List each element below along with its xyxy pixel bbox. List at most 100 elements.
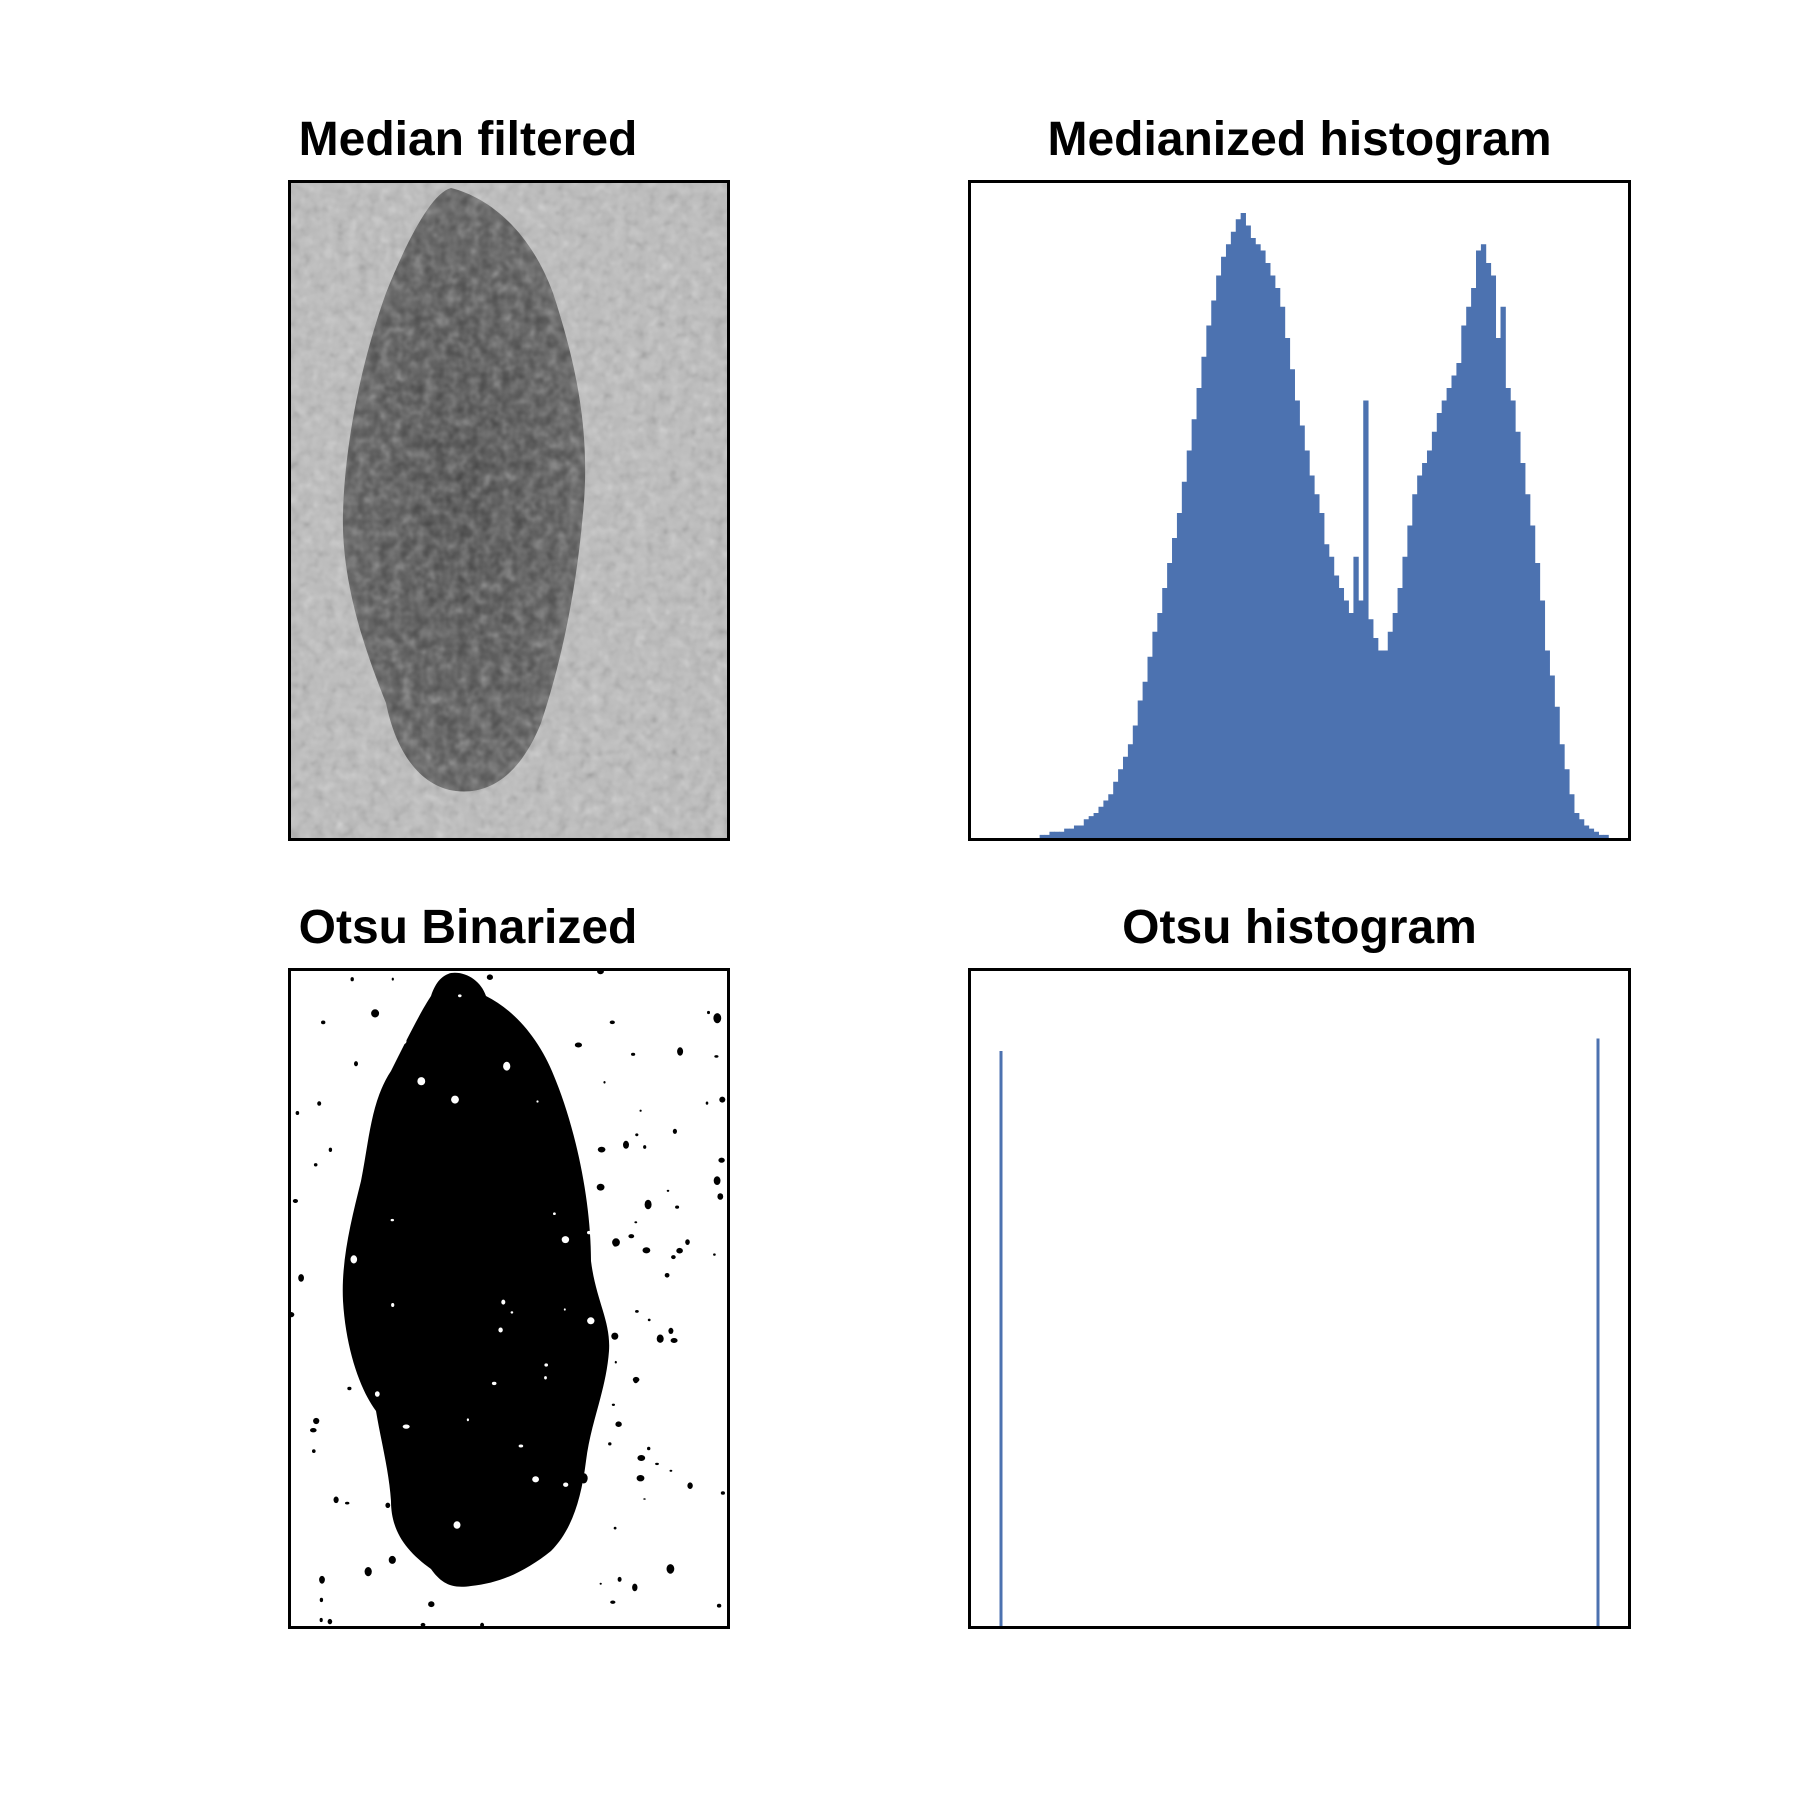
histogram-bar <box>1583 825 1590 838</box>
white-speck <box>399 1037 407 1045</box>
histogram-bar <box>1495 338 1501 838</box>
histogram-bar <box>1064 828 1070 838</box>
black-speck <box>647 1318 651 1322</box>
histogram-bar <box>1304 450 1310 838</box>
histogram-bar <box>1093 813 1099 838</box>
black-speck <box>597 971 604 975</box>
histogram-bar <box>1598 834 1604 838</box>
histogram-bar <box>1446 388 1452 838</box>
histogram-bar <box>1118 769 1124 838</box>
histogram-bar <box>1471 288 1477 838</box>
white-speck <box>451 1095 459 1104</box>
histogram-bar <box>1348 613 1354 838</box>
black-speck <box>597 1146 606 1153</box>
histogram-bar <box>1250 238 1256 838</box>
histogram-bar <box>1245 225 1251 838</box>
black-speck <box>313 1417 320 1425</box>
black-speck <box>642 1247 651 1254</box>
histogram-bar <box>1358 600 1364 838</box>
histogram-bar <box>1274 288 1281 838</box>
histogram-bar <box>1225 244 1232 838</box>
histogram-bar <box>1324 544 1330 838</box>
black-speck <box>615 1421 622 1427</box>
black-speck <box>328 1147 333 1152</box>
white-speck <box>544 1363 548 1367</box>
histogram-bar <box>1387 631 1394 838</box>
histogram-bar <box>1191 419 1197 838</box>
black-speck <box>611 1403 615 1406</box>
histogram-bar <box>1461 325 1467 838</box>
black-speck <box>596 1183 605 1191</box>
median-filtered-svg <box>291 183 727 838</box>
histogram-bar <box>1049 831 1055 838</box>
histogram-bar <box>1578 819 1585 838</box>
black-speck <box>628 1234 635 1239</box>
white-speck <box>561 1236 570 1244</box>
black-speck <box>655 1462 659 1466</box>
white-speck <box>498 1327 503 1333</box>
black-speck <box>714 1055 719 1058</box>
white-speck <box>417 1077 426 1086</box>
black-speck <box>313 1163 318 1167</box>
histogram-bar <box>1152 631 1158 838</box>
white-speck <box>553 1212 556 1215</box>
histogram-bar <box>1554 706 1560 838</box>
histogram-bar <box>1221 256 1227 838</box>
median-filtered-title: Median filtered <box>298 113 638 166</box>
white-speck <box>518 1444 524 1448</box>
histogram-bar <box>1289 369 1295 838</box>
histogram-bar <box>1147 656 1153 838</box>
black-speck <box>685 1239 690 1245</box>
histogram-bar <box>1265 263 1271 838</box>
histogram-bar <box>1260 250 1266 838</box>
histogram-bar <box>1279 306 1286 838</box>
histogram-bar <box>1113 781 1119 838</box>
otsu-binarized-image <box>288 968 730 1629</box>
white-speck <box>563 1308 566 1311</box>
black-speck <box>676 1247 683 1254</box>
black-speck <box>291 1312 295 1318</box>
otsu-specks <box>291 971 726 1626</box>
white-speck <box>501 1299 506 1305</box>
histogram-bar <box>1216 275 1222 838</box>
histogram-bar <box>1314 494 1320 838</box>
black-speck <box>631 1052 636 1056</box>
histogram-bar <box>1176 513 1183 838</box>
otsu-histogram-spike <box>999 1051 1003 1626</box>
black-speck <box>635 1133 639 1137</box>
histogram-bar <box>1172 538 1178 838</box>
black-speck <box>713 1176 721 1185</box>
histogram-bar <box>1078 825 1085 838</box>
white-speck <box>510 1311 514 1314</box>
black-speck <box>647 1446 651 1451</box>
histogram-bar <box>1059 831 1065 838</box>
white-speck <box>402 1424 410 1429</box>
otsu-leaf-object <box>342 972 610 1587</box>
histogram-bar <box>1319 513 1325 838</box>
black-speck <box>574 1042 582 1048</box>
histogram-bar <box>1108 794 1114 838</box>
histogram-bar <box>1338 588 1345 838</box>
white-speck <box>536 1100 539 1103</box>
histogram-bar <box>1054 831 1060 838</box>
black-speck <box>707 1010 710 1015</box>
histogram-bar <box>1299 425 1305 838</box>
otsu-histogram-plot <box>968 968 1631 1629</box>
otsu-histogram-svg <box>999 1038 1600 1626</box>
black-speck <box>560 1504 563 1507</box>
histogram-bar <box>1333 575 1340 838</box>
histogram-bar <box>1167 563 1173 838</box>
black-speck <box>319 1617 323 1623</box>
white-speck <box>350 1255 358 1264</box>
white-speck <box>466 1418 469 1422</box>
histogram-bar <box>1142 681 1148 838</box>
black-speck <box>613 1242 618 1247</box>
black-speck <box>354 1061 358 1067</box>
black-speck <box>632 1583 638 1592</box>
black-speck <box>705 1101 709 1105</box>
black-speck <box>371 1009 380 1018</box>
histogram-bar <box>1510 400 1516 838</box>
histogram-bar <box>1284 338 1291 838</box>
histogram-bar <box>1520 463 1526 838</box>
histogram-bar <box>1083 819 1090 838</box>
